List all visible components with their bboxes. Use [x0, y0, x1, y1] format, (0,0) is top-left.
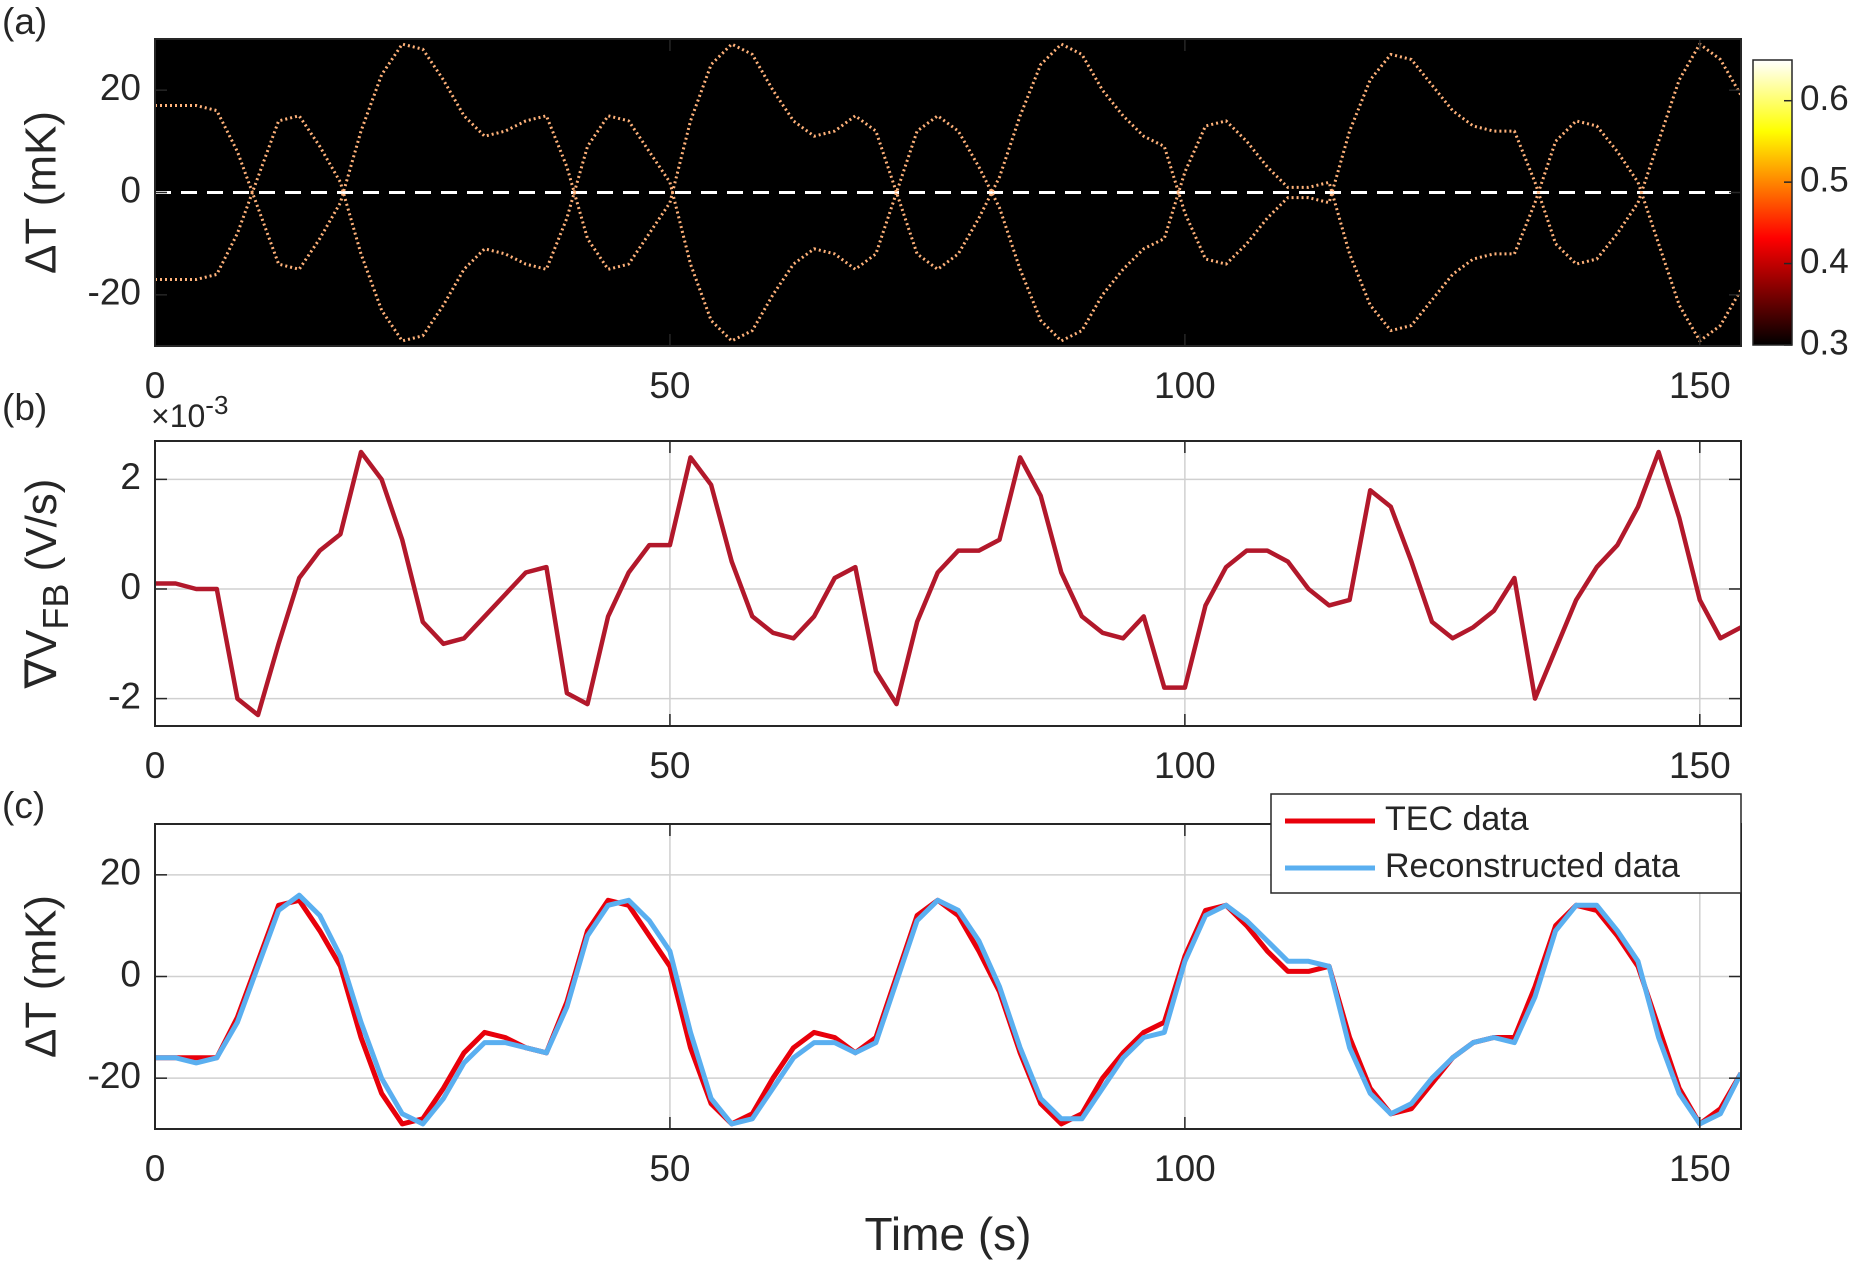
y-axis-label: ∇VFB (V/s) — [17, 479, 76, 690]
x-tick-label: 0 — [145, 365, 166, 406]
y-multiplier: ×10-3 — [151, 390, 228, 435]
y-axis-label: ΔT (mK) — [17, 111, 66, 274]
multiplier-base: ×10 — [151, 398, 205, 434]
x-tick-label: 100 — [1154, 1148, 1216, 1189]
panel-label: (b) — [2, 387, 47, 428]
x-tick-label: 50 — [649, 1148, 690, 1189]
trace — [155, 42, 1741, 271]
y-tick-label: 20 — [100, 67, 141, 108]
x-tick-label: 0 — [145, 745, 166, 786]
colorbar-tick-label: 0.3 — [1800, 323, 1849, 362]
x-tick-label: 100 — [1154, 745, 1216, 786]
x-tick-label: 50 — [649, 365, 690, 406]
data-line — [155, 449, 1741, 718]
y-tick-label: -2 — [108, 675, 141, 716]
panel-label: (c) — [2, 785, 45, 826]
axes-box — [154, 440, 1742, 727]
y-label-subscript: FB — [35, 584, 76, 630]
colorbar-tick-label: 0.6 — [1800, 79, 1849, 118]
y-tick-label: 0 — [120, 953, 141, 994]
y-label-symbol: ∇V — [17, 629, 66, 689]
plot-area — [155, 42, 1741, 343]
colorbar-tick-label: 0.4 — [1800, 242, 1849, 281]
multiplier-exponent: -3 — [205, 390, 228, 420]
legend-label: TEC data — [1385, 800, 1529, 838]
x-axis-label: Time (s) — [865, 1208, 1032, 1260]
x-tick-label: 150 — [1669, 745, 1731, 786]
colorbar — [1752, 59, 1793, 346]
y-tick-label: 0 — [120, 566, 141, 607]
y-axis-label: ΔT (mK) — [17, 895, 66, 1058]
trace — [155, 114, 1741, 343]
x-tick-label: 150 — [1669, 365, 1731, 406]
y-tick-label: -20 — [88, 272, 141, 313]
y-label-unit: (V/s) — [17, 479, 66, 584]
x-tick-label: 0 — [145, 1148, 166, 1189]
x-tick-label: 100 — [1154, 365, 1216, 406]
legend-box — [1270, 793, 1742, 894]
colorbar-tick-label: 0.5 — [1800, 160, 1849, 199]
data-line — [155, 897, 1741, 1127]
y-tick-label: -20 — [88, 1055, 141, 1096]
legend-label: Reconstructed data — [1385, 847, 1680, 885]
panel-label: (a) — [2, 1, 47, 42]
x-tick-label: 50 — [649, 745, 690, 786]
y-tick-label: 20 — [100, 852, 141, 893]
y-tick-label: 0 — [120, 169, 141, 210]
plot-area — [155, 892, 1741, 1127]
y-tick-label: 2 — [120, 456, 141, 497]
data-line — [155, 892, 1741, 1127]
x-tick-label: 150 — [1669, 1148, 1731, 1189]
plot-area — [155, 449, 1741, 718]
